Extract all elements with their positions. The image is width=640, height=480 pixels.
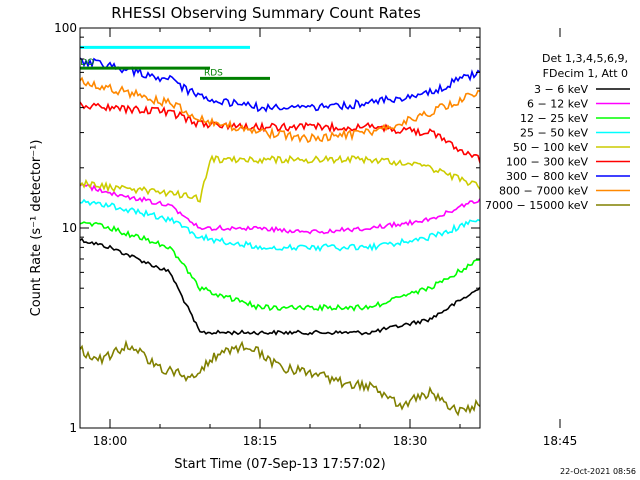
x-tick-label: 18:15: [243, 434, 278, 448]
legend-entry: 800 − 7000 keV: [499, 185, 588, 198]
y-tick-label: 10: [62, 221, 77, 235]
series-line: [80, 221, 480, 312]
legend-entry: 25 − 50 keV: [520, 127, 588, 140]
series-line: [80, 183, 480, 235]
y-axis: 1 10 100: [54, 21, 480, 435]
x-tick-label: 18:30: [393, 434, 428, 448]
annotation-label: RDS: [204, 68, 223, 78]
y-tick-label: 100: [54, 21, 77, 35]
legend-entry: 12 − 25 keV: [520, 112, 588, 125]
legend-entry: 50 − 100 keV: [513, 141, 588, 154]
plot-area: NRDORDSFS: [74, 37, 480, 417]
series-line: [80, 154, 480, 203]
legend-entry: 7000 − 15000 keV: [485, 199, 588, 212]
y-axis-label: Count Rate (s⁻¹ detector⁻¹): [29, 140, 44, 317]
series-line: [80, 76, 480, 144]
series-line: [80, 198, 480, 253]
legend-entry: 3 − 6 keV: [534, 83, 588, 96]
chart-title: RHESSI Observing Summary Count Rates: [111, 4, 421, 22]
legend-entry: 300 − 800 keV: [506, 170, 588, 183]
series-line: [80, 100, 480, 165]
plot-frame: [79, 27, 481, 429]
footer-date: 22-Oct-2021 08:56: [560, 467, 636, 476]
annotation-label: RDO: [74, 58, 94, 68]
y-tick-label: 1: [69, 421, 77, 435]
series-line: [80, 237, 480, 336]
legend: Det 1,3,4,5,6,9, FDecim 1, Att 0 3 − 6 keV…: [485, 52, 630, 212]
x-tick-label: 18:45: [543, 434, 578, 448]
series-line: [80, 57, 480, 113]
series-line: [80, 339, 480, 417]
legend-entry: 100 − 300 keV: [506, 156, 588, 169]
legend-header: FDecim 1, Att 0: [543, 67, 628, 80]
legend-header: Det 1,3,4,5,6,9,: [542, 52, 628, 65]
x-axis-label: Start Time (07-Sep-13 17:57:02): [174, 457, 385, 472]
legend-entry: 6 − 12 keV: [527, 98, 588, 111]
x-tick-label: 18:00: [93, 434, 128, 448]
